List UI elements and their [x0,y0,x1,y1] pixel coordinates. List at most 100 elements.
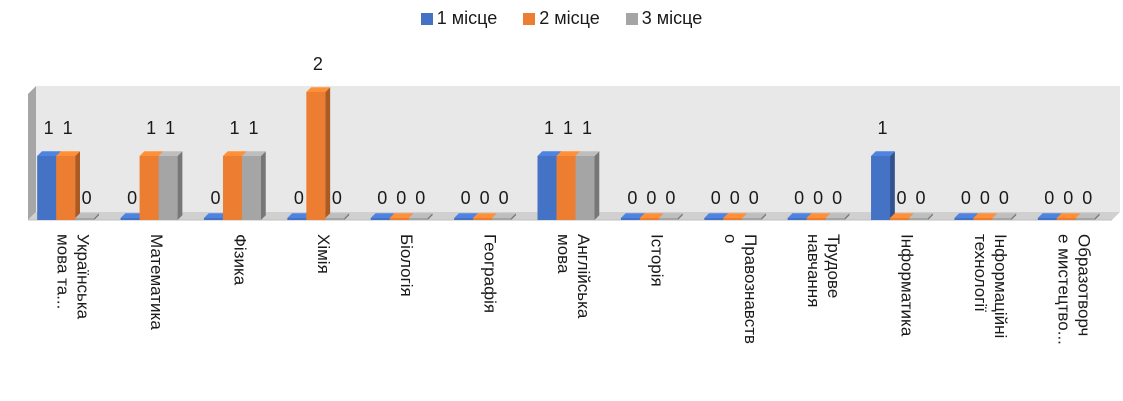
bar-9-series-1 [787,218,807,220]
bar-top-11-series-2 [973,213,998,218]
bar-6-series-2 [556,156,576,220]
data-label-5-series-3: 0 [499,188,509,208]
bar-side-3-series-3 [344,213,350,220]
data-label-2-series-1: 0 [210,188,220,208]
data-label-10-series-1: 1 [878,118,888,138]
bar-top-7-series-3 [658,213,683,218]
data-label-11-series-1: 0 [961,188,971,208]
data-label-5-series-2: 0 [480,188,490,208]
data-label-12-series-1: 0 [1044,188,1054,208]
legend-item-series-3: 3 місце [625,8,703,29]
bar-top-3-series-1 [287,213,312,218]
data-label-6-series-3: 1 [582,118,592,138]
category-label-9-line-1: навчання [804,234,823,307]
bar-side-0-series-2 [75,151,80,220]
bar-top-5-series-1 [454,213,478,218]
bar-side-4-series-3 [427,213,433,220]
bar-8-series-3 [742,218,762,220]
bar-side-2-series-3 [260,151,266,220]
category-label-4-line-0: Біологія [397,234,416,297]
bar-top-3-series-3 [325,213,350,218]
bar-side-12-series-3 [1094,213,1100,220]
category-label-0-line-1: мова та... [54,234,73,309]
category-label-5: Географія [481,234,500,313]
bar-top-6-series-1 [537,151,562,156]
data-label-2-series-2: 1 [229,118,239,138]
bar-top-7-series-1 [620,213,645,218]
bar-top-8-series-3 [742,213,767,218]
bar-3-series-3 [325,218,345,220]
legend-label-series-1: 1 місце [436,8,498,28]
bar-top-1-series-2 [139,151,164,156]
bar-top-10-series-2 [890,213,914,218]
data-label-6-series-1: 1 [544,118,554,138]
bar-12-series-2 [1056,218,1076,220]
category-label-1: Математика [147,234,166,330]
category-label-9-line-0: Трудове [824,234,843,298]
bar-5-series-2 [473,218,493,220]
bar-2-series-1 [203,218,223,220]
bar-top-12-series-2 [1056,213,1081,218]
bar-side-7-series-3 [677,213,683,220]
data-label-7-series-3: 0 [665,188,675,208]
data-label-4-series-1: 0 [377,188,387,208]
data-label-12-series-2: 0 [1063,188,1073,208]
bar-0-series-2 [56,156,76,220]
bar-6-series-1 [537,156,557,220]
bar-4-series-1 [370,218,390,220]
bar-1-series-3 [158,156,178,220]
data-label-9-series-2: 0 [813,188,823,208]
bar-top-6-series-3 [575,151,600,156]
category-label-12-line-1: е мистецтво... [1054,234,1073,345]
data-label-4-series-3: 0 [415,188,425,208]
bar-top-10-series-3 [909,213,933,218]
bar-1-series-2 [139,156,159,220]
category-label-10: Інформатика [898,234,917,337]
legend-item-series-2: 2 місце [523,8,600,29]
bar-2-series-3 [241,156,261,220]
bar-9-series-3 [825,218,845,220]
bar-top-2-series-1 [203,213,228,218]
category-label-8-line-1: о [721,234,740,243]
bar-side-8-series-3 [761,213,767,220]
category-label-5-line-0: Географія [481,234,500,313]
data-label-1-series-1: 0 [127,188,137,208]
bar-top-12-series-3 [1075,213,1100,218]
bar-12-series-3 [1075,218,1095,220]
bar-side-3-series-2 [325,87,331,220]
bar-top-4-series-3 [408,213,433,218]
bar-top-0-series-2 [56,151,80,156]
bar-12-series-1 [1037,218,1057,220]
category-label-6-line-0: Англійська [574,234,593,319]
bar-11-series-3 [992,218,1012,220]
bar-top-12-series-1 [1037,213,1062,218]
bar-7-series-1 [620,218,640,220]
data-label-7-series-1: 0 [627,188,637,208]
data-label-0-series-3: 0 [82,188,92,208]
data-label-4-series-2: 0 [396,188,406,208]
legend-label-series-3: 3 місце [641,8,703,28]
bar-top-0-series-1 [37,151,61,156]
bar-top-11-series-3 [992,213,1017,218]
category-label-1-line-0: Математика [147,234,166,330]
bar-6-series-3 [575,156,595,220]
legend-swatch-series-3 [625,12,638,25]
category-label-7: Історія [647,234,666,287]
category-label-0-line-0: Українська [74,234,93,320]
category-label-12-line-0: Образотворч [1074,234,1093,336]
bar-5-series-1 [454,218,474,220]
category-label-11-line-1: технології [971,234,990,312]
legend-swatch-series-2 [523,12,536,25]
data-label-9-series-3: 0 [832,188,842,208]
bar-top-10-series-1 [871,151,895,156]
bar-top-0-series-3 [75,213,99,218]
bar-top-8-series-2 [723,213,748,218]
data-label-1-series-3: 1 [165,118,175,138]
bar-0-series-1 [37,156,57,220]
bar-top-2-series-3 [241,151,266,156]
